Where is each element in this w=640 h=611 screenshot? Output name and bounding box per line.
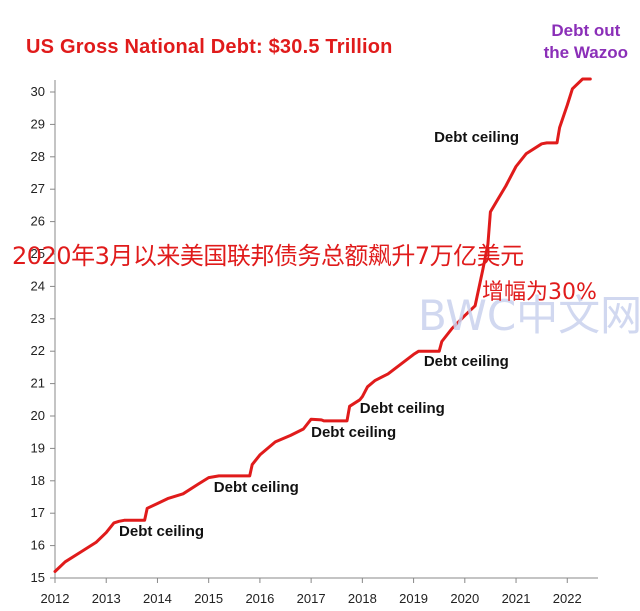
debt-ceiling-annotation: Debt ceiling bbox=[119, 523, 204, 540]
corner-caption-line2: the Wazoo bbox=[543, 43, 628, 62]
y-tick-label: 15 bbox=[31, 570, 45, 585]
x-tick-label: 2013 bbox=[92, 591, 121, 606]
y-tick-label: 21 bbox=[31, 376, 45, 391]
x-tick-label: 2019 bbox=[399, 591, 428, 606]
y-tick-label: 26 bbox=[31, 214, 45, 229]
y-tick-label: 22 bbox=[31, 343, 45, 358]
chart-annotations: Debt ceiling Debt ceiling Debt ceiling Debt… bbox=[119, 129, 519, 540]
x-tick-label: 2018 bbox=[348, 591, 377, 606]
y-tick-label: 28 bbox=[31, 149, 45, 164]
chart-title: US Gross National Debt: $30.5 Trillion bbox=[26, 36, 393, 58]
y-tick-label: 19 bbox=[31, 440, 45, 455]
overlay-headline: 2020年3月以来美国联邦债务总额飙升7万亿美元 bbox=[12, 242, 524, 270]
debt-ceiling-annotation: Debt ceiling bbox=[360, 400, 445, 417]
corner-caption: Debt out the Wazoo bbox=[544, 20, 628, 64]
x-tick-label: 2015 bbox=[194, 591, 223, 606]
debt-ceiling-annotation: Debt ceiling bbox=[424, 353, 509, 370]
corner-caption-line1: Debt out bbox=[551, 21, 621, 40]
y-tick-label: 23 bbox=[31, 311, 45, 326]
y-tick-label: 16 bbox=[31, 538, 45, 553]
x-tick-label: 2012 bbox=[41, 591, 70, 606]
x-tick-label: 2020 bbox=[450, 591, 479, 606]
x-tick-label: 2016 bbox=[245, 591, 274, 606]
y-tick-label: 17 bbox=[31, 505, 45, 520]
y-tick-label: 18 bbox=[31, 473, 45, 488]
debt-ceiling-annotation: Debt ceiling bbox=[214, 479, 299, 496]
debt-ceiling-annotation: Debt ceiling bbox=[311, 424, 396, 441]
debt-ceiling-annotation: Debt ceiling bbox=[434, 129, 519, 146]
overlay-subline: 增幅为30% bbox=[482, 280, 597, 305]
x-tick-label: 2014 bbox=[143, 591, 172, 606]
y-tick-label: 29 bbox=[31, 116, 45, 131]
y-tick-label: 20 bbox=[31, 408, 45, 423]
watermark: BWC中文网 bbox=[418, 291, 640, 340]
x-tick-label: 2022 bbox=[553, 591, 582, 606]
x-tick-label: 2017 bbox=[297, 591, 326, 606]
y-tick-label: 30 bbox=[31, 84, 45, 99]
chart-series bbox=[53, 77, 592, 573]
y-tick-label: 25 bbox=[31, 246, 45, 261]
y-tick-label: 27 bbox=[31, 181, 45, 196]
x-tick-label: 2021 bbox=[502, 591, 531, 606]
y-tick-label: 24 bbox=[31, 278, 45, 293]
debt-series-line bbox=[53, 77, 592, 573]
